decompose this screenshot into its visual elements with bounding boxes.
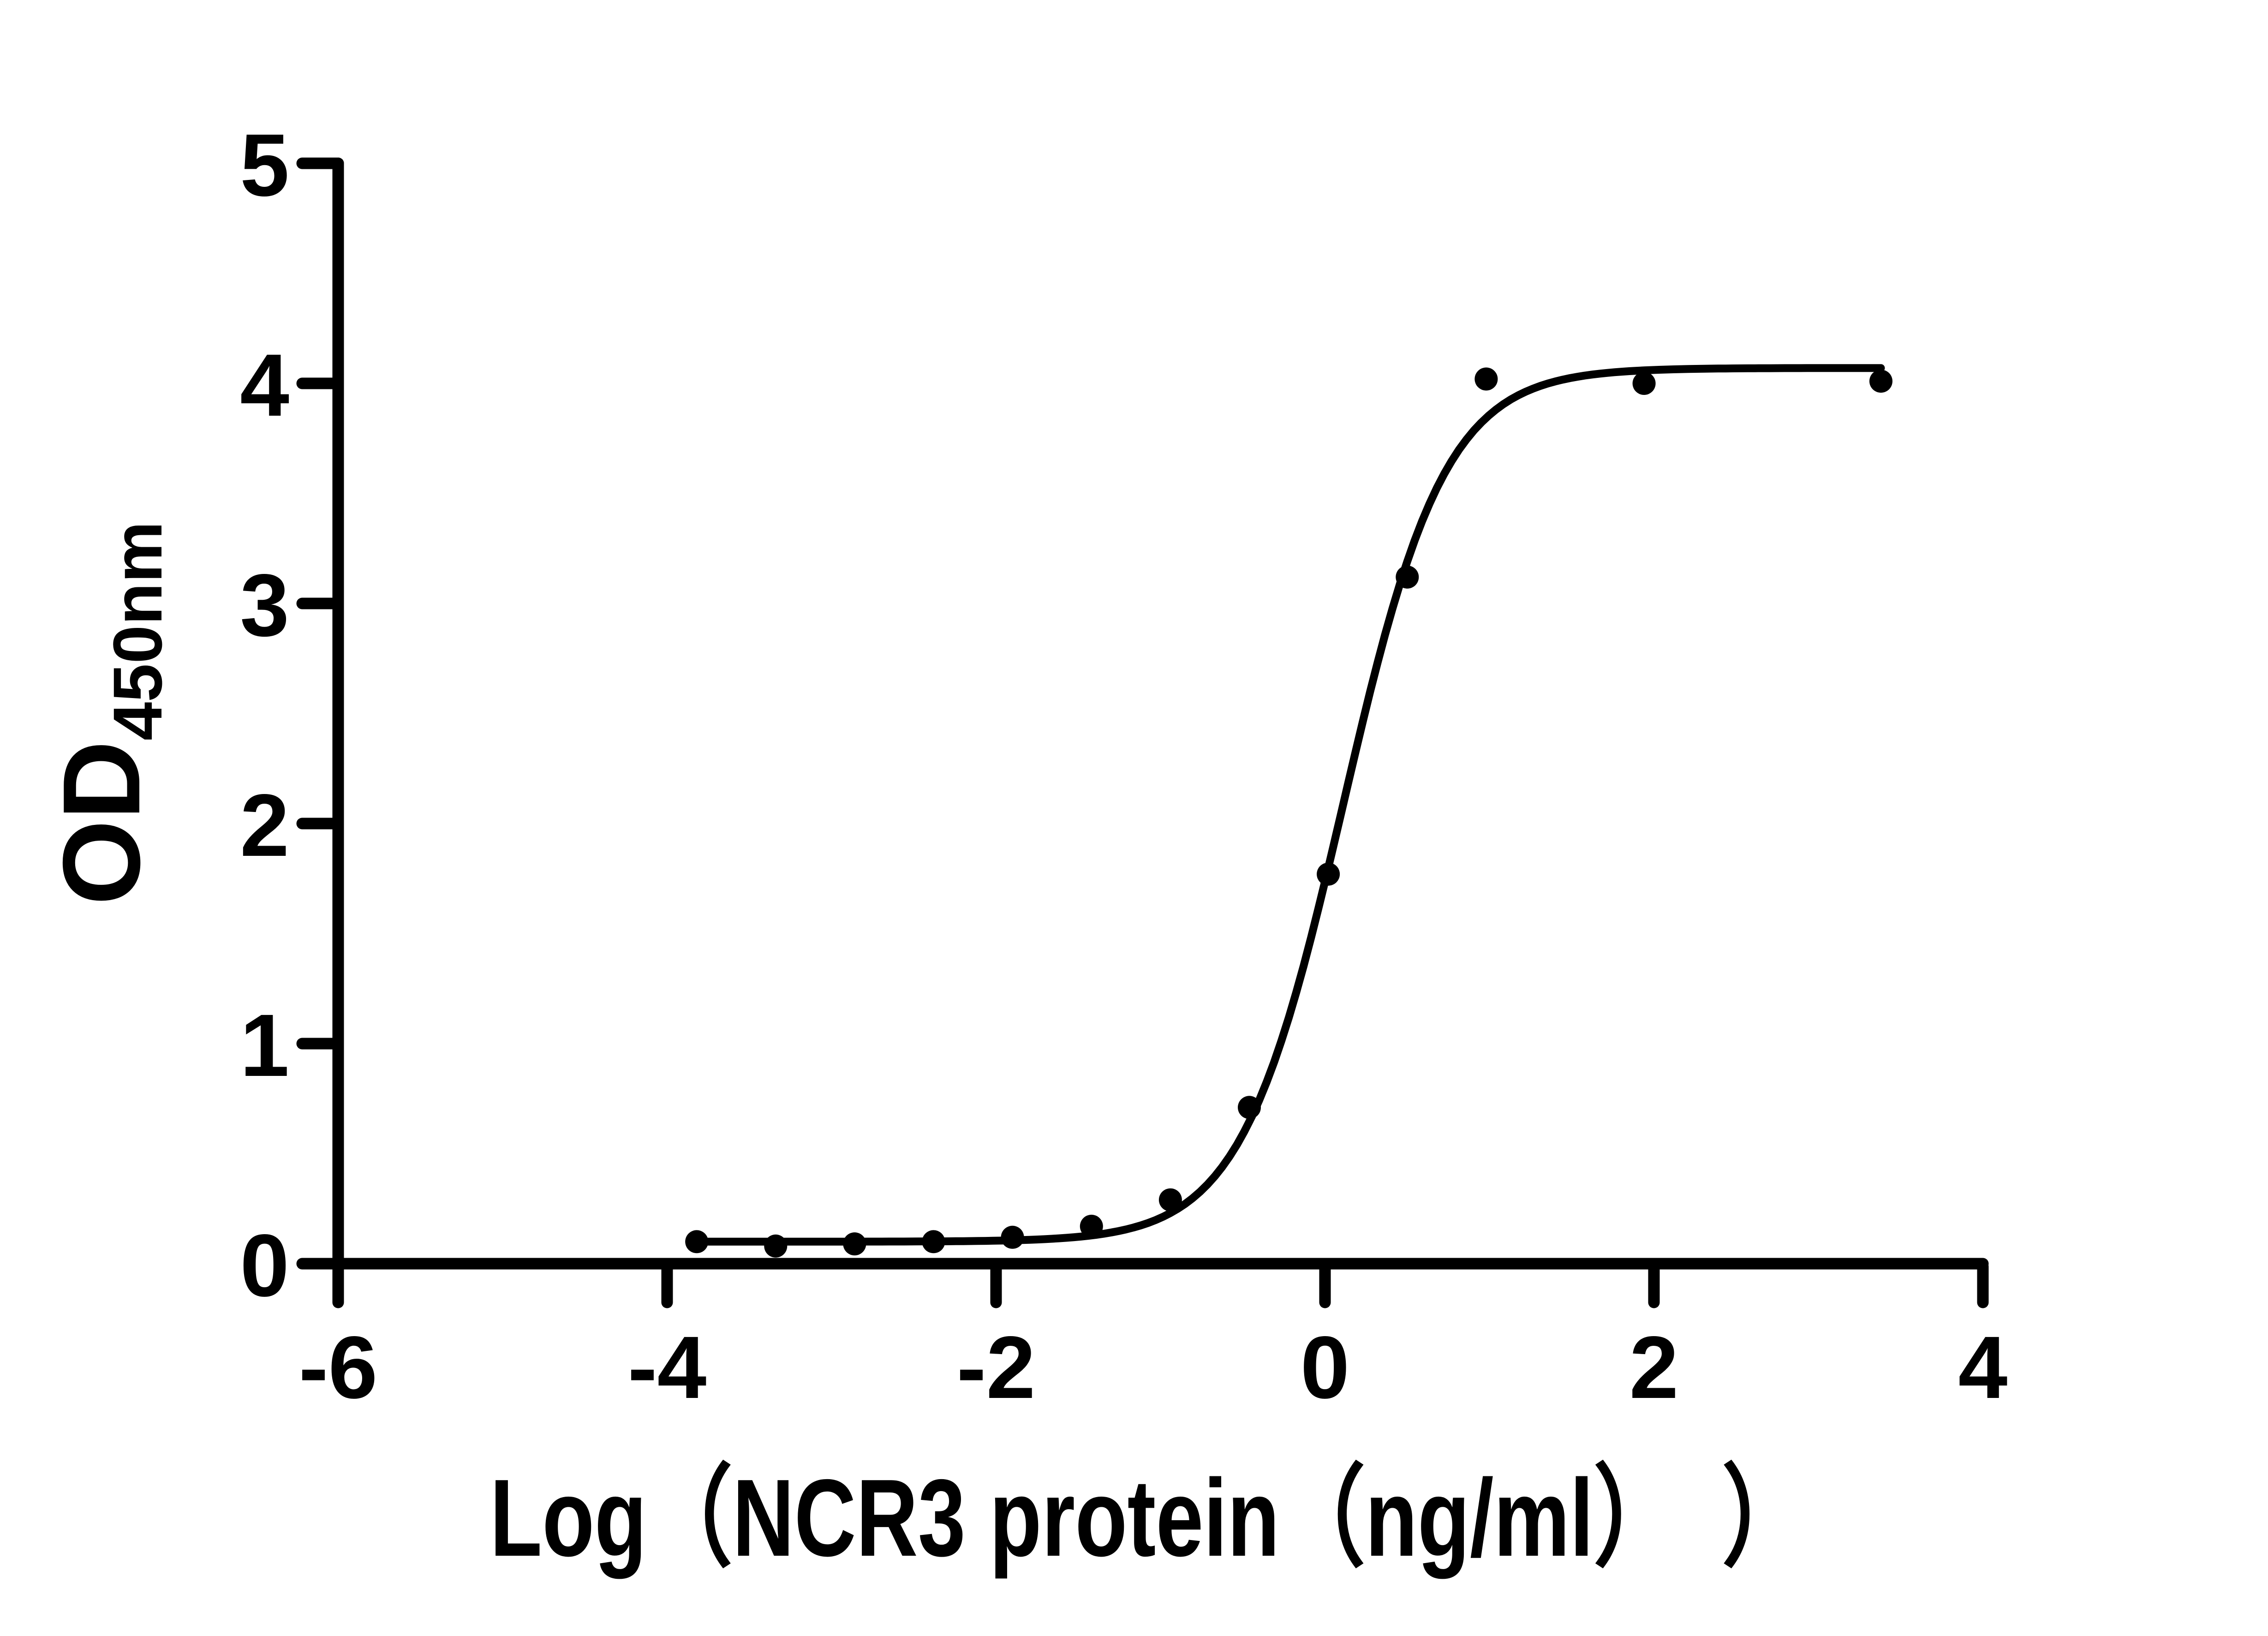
data-point-6 [1158,1188,1182,1212]
x-tick-label--6: -6 [299,1318,378,1417]
data-point-7 [1238,1096,1261,1119]
y-tick-label-1: 1 [240,996,289,1095]
data-point-1 [764,1234,788,1258]
data-points [685,367,1892,1258]
x-axis-tick-labels: -6 -4 -2 0 2 4 [299,1318,2008,1417]
y-axis-title-subscript: 450nm [99,521,176,740]
y-tick-label-3: 3 [240,555,289,655]
fit-curve [692,364,1885,1246]
x-tick-label-2: 2 [1629,1318,1679,1417]
x-tick-label-0: 0 [1301,1318,1350,1417]
x-axis-title: Log（NCR3 protein（ng/ml） ） [490,1457,1808,1579]
data-point-10 [1474,367,1498,391]
y-axis-title: OD450nm [41,521,176,905]
data-point-2 [843,1232,866,1256]
y-axis-title-main: OD [41,740,163,905]
y-tick-label-4: 4 [240,335,289,435]
data-point-12 [1869,370,1892,393]
data-point-8 [1317,862,1340,886]
y-axis-tick-labels: 0 1 2 3 4 5 [240,115,289,1315]
data-point-0 [685,1230,709,1254]
y-tick-label-0: 0 [240,1216,289,1315]
x-axis-ticks [332,1260,1989,1308]
y-tick-label-5: 5 [240,115,289,215]
data-point-4 [1001,1225,1024,1249]
data-point-3 [922,1230,945,1254]
x-tick-label--4: -4 [628,1318,707,1417]
axes [332,157,1989,1270]
data-point-9 [1396,565,1419,589]
data-point-11 [1632,372,1656,395]
y-tick-label-2: 2 [240,776,289,875]
data-point-5 [1080,1214,1103,1238]
x-tick-label-4: 4 [1958,1318,2008,1417]
y-axis-ticks [296,157,344,1270]
x-tick-label--2: -2 [957,1318,1036,1417]
